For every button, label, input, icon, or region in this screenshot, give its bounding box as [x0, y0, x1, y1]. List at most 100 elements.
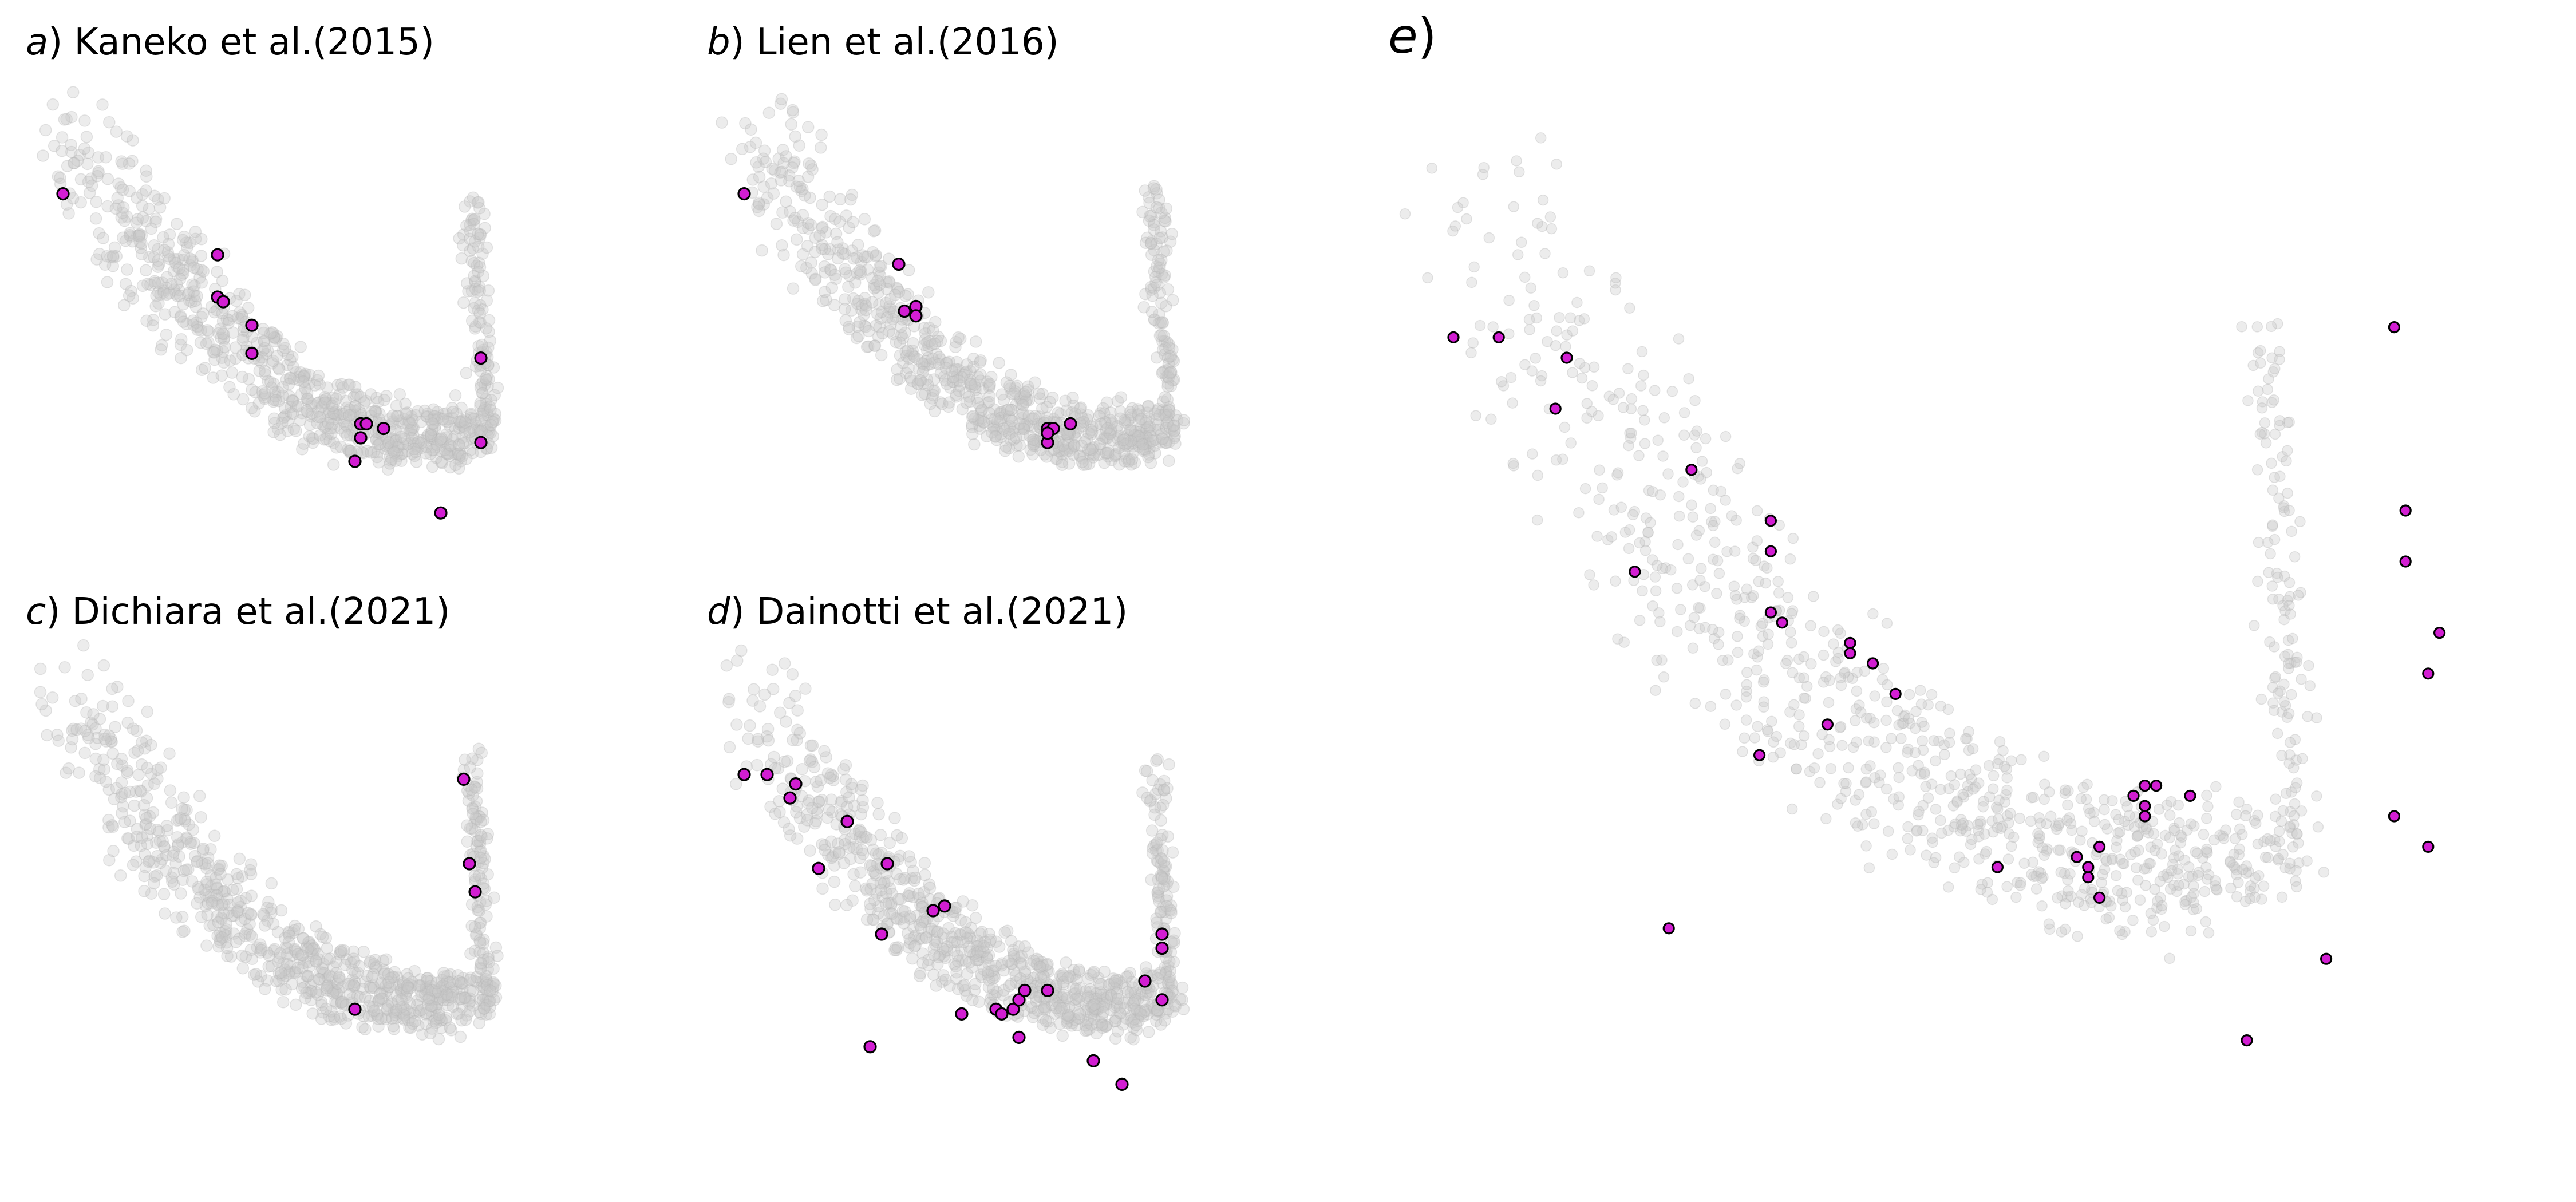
background-point — [804, 844, 816, 857]
background-point — [301, 943, 314, 956]
background-point — [1943, 737, 1955, 748]
background-point — [261, 344, 274, 357]
background-point — [1147, 223, 1160, 236]
background-point — [2038, 750, 2050, 762]
background-point — [177, 298, 189, 311]
background-point — [169, 287, 182, 300]
background-point — [202, 336, 215, 349]
background-point — [766, 663, 779, 676]
background-point — [1554, 311, 1565, 323]
background-point — [372, 456, 385, 469]
background-point — [188, 289, 201, 302]
highlighted-point — [1662, 922, 1675, 935]
background-point — [860, 913, 874, 926]
background-point — [186, 278, 199, 291]
background-point — [331, 409, 345, 422]
background-point — [1734, 612, 1745, 624]
background-point — [966, 994, 979, 1006]
background-point — [1785, 626, 1796, 638]
background-point — [2200, 846, 2212, 857]
background-point — [2228, 848, 2240, 860]
background-point — [839, 263, 851, 276]
background-point — [426, 417, 439, 430]
background-point — [2119, 901, 2131, 913]
background-point — [1761, 562, 1773, 574]
background-point — [1507, 397, 1518, 409]
background-point — [2084, 807, 2096, 819]
background-point — [116, 807, 128, 820]
background-point — [2026, 868, 2037, 880]
background-point — [768, 750, 780, 764]
background-point — [2127, 915, 2139, 926]
background-point — [2055, 867, 2067, 878]
background-point — [328, 413, 341, 425]
background-point — [1818, 626, 1830, 638]
background-point — [181, 241, 193, 254]
background-point — [117, 201, 130, 214]
background-point — [2303, 659, 2314, 671]
background-point — [1040, 1014, 1053, 1027]
background-point — [101, 200, 114, 213]
background-point — [135, 248, 148, 261]
background-point — [206, 897, 218, 910]
background-point — [52, 734, 65, 747]
background-point — [400, 408, 412, 420]
background-point — [767, 187, 780, 200]
background-point — [1176, 981, 1189, 994]
background-point — [196, 307, 210, 320]
background-point — [310, 920, 322, 933]
background-point — [450, 407, 463, 420]
panel-a-label: Kaneko et al.(2015) — [74, 21, 434, 64]
background-point — [442, 447, 455, 460]
background-point — [455, 401, 468, 414]
background-point — [2059, 784, 2071, 796]
background-point — [435, 445, 448, 458]
background-point — [152, 286, 165, 299]
background-point — [359, 991, 372, 1004]
background-point — [313, 396, 326, 409]
background-point — [1030, 991, 1042, 1004]
background-point — [2234, 823, 2246, 835]
background-point — [224, 354, 236, 367]
background-point — [1508, 460, 1519, 472]
background-point — [233, 852, 246, 865]
background-point — [148, 275, 161, 288]
background-point — [141, 705, 154, 718]
background-point — [471, 420, 483, 432]
background-point — [426, 460, 439, 473]
background-point — [330, 404, 342, 417]
highlighted-point — [457, 772, 471, 786]
background-point — [844, 193, 857, 206]
background-point — [111, 757, 124, 770]
background-point — [218, 356, 230, 369]
background-point — [454, 447, 467, 460]
background-point — [335, 378, 348, 391]
background-point — [2056, 926, 2067, 938]
background-point — [212, 916, 225, 929]
background-point — [476, 338, 488, 351]
background-point — [101, 276, 114, 288]
background-point — [267, 354, 279, 367]
background-point — [370, 392, 383, 404]
highlighted-point — [2082, 871, 2095, 884]
background-point — [2252, 575, 2263, 587]
background-point — [2269, 363, 2281, 375]
background-point — [2200, 916, 2212, 928]
background-point — [834, 193, 847, 206]
background-point — [1151, 753, 1164, 766]
background-point — [2283, 577, 2296, 588]
background-point — [1163, 404, 1176, 417]
background-point — [185, 875, 199, 888]
background-point — [1812, 748, 1824, 760]
background-point — [815, 128, 828, 141]
background-point — [125, 284, 137, 298]
background-point — [430, 438, 444, 451]
background-point — [142, 855, 155, 868]
background-point — [753, 197, 765, 211]
background-point — [327, 421, 341, 434]
background-point — [473, 202, 486, 215]
background-point — [878, 910, 891, 923]
background-point — [465, 421, 479, 434]
background-point — [1808, 591, 1819, 602]
background-point — [2258, 880, 2270, 892]
